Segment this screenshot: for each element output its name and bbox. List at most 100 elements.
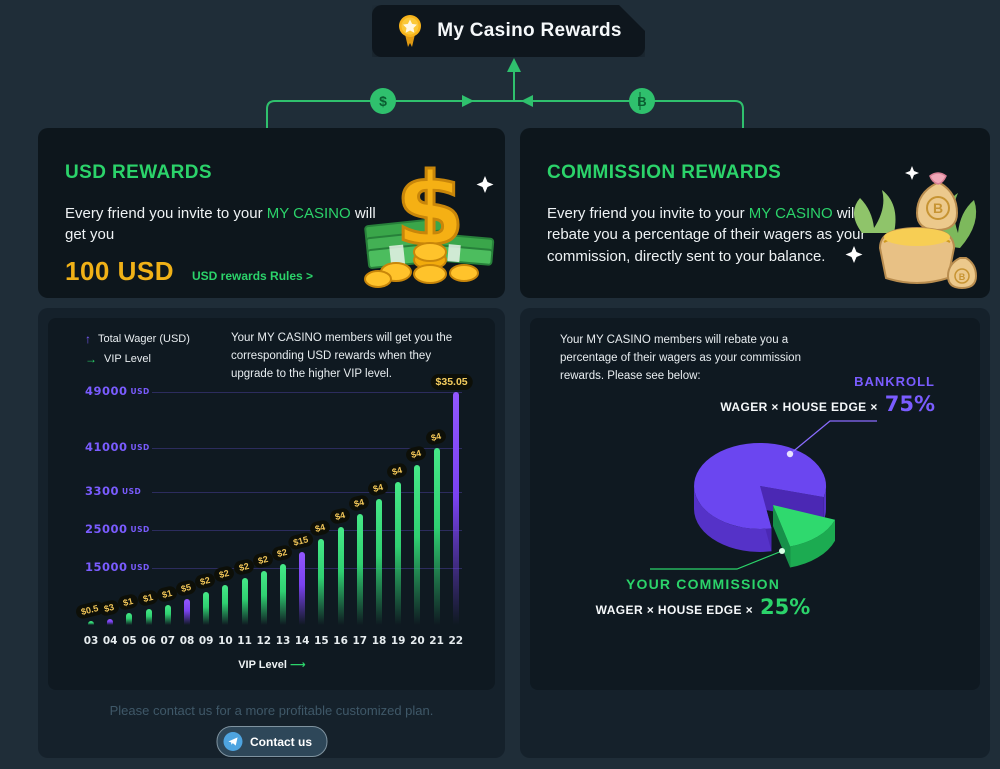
bar-value-label: $1: [116, 592, 140, 612]
bar: [452, 392, 459, 625]
x-tick: 05: [122, 635, 137, 647]
x-tick: 15: [314, 635, 329, 647]
brand-name: MY CASINO: [748, 205, 833, 222]
page-title: My Casino Rewards: [437, 20, 622, 41]
leaf-icon: [942, 193, 977, 248]
commission-callout: YOUR COMMISSION WAGER × HOUSE EDGE × 25%: [548, 576, 858, 619]
x-tick: 22: [448, 635, 464, 647]
gridline: [152, 492, 462, 493]
arrow-right-icon: [462, 95, 474, 107]
bankroll-percent: 75%: [884, 392, 935, 416]
coin-pot: [878, 227, 956, 284]
usd-rules-link[interactable]: USD rewards Rules >: [192, 269, 314, 283]
sparkle-icon: [905, 166, 919, 180]
bankroll-callout: BANKROLL WAGER × HOUSE EDGE × 75%: [720, 374, 935, 416]
bar: [145, 609, 152, 625]
bar-value-label: $4: [328, 506, 351, 526]
bar: [241, 578, 248, 625]
bar: [280, 564, 286, 625]
rewards-header: My Casino Rewards: [372, 5, 645, 57]
bar: [88, 621, 94, 625]
telegram-icon: [222, 732, 242, 751]
commission-rewards-card: COMMISSION REWARDS Every friend you invi…: [520, 128, 990, 298]
bar: [395, 482, 402, 625]
y-tick: 15000 USD: [85, 560, 150, 574]
y-tick: 25000 USD: [85, 522, 150, 536]
bar-value-label: $4: [366, 478, 390, 498]
commission-card-description: Every friend you invite to your MY CASIN…: [547, 203, 877, 267]
x-tick: 08: [179, 635, 195, 647]
upper-moneybag: B: [915, 172, 959, 232]
x-tick: 04: [102, 635, 118, 647]
bar: [337, 527, 344, 625]
bar-value-label: $35.05: [430, 374, 473, 390]
legend-label: VIP Level: [104, 353, 151, 365]
contact-button[interactable]: Contact us: [215, 726, 328, 757]
arrow-up-icon: [507, 58, 521, 72]
bar-value-label: $1: [155, 584, 179, 604]
x-tick: 10: [218, 635, 233, 647]
bar: [126, 613, 133, 625]
contact-note: Please contact us for a more profitable …: [109, 703, 434, 718]
x-axis-label: VIP Level ⟶: [238, 659, 306, 671]
bar: [376, 499, 382, 625]
y-tick: 41000 USD: [85, 440, 150, 454]
commission-label: YOUR COMMISSION: [625, 576, 781, 592]
svg-text:$: $: [379, 93, 387, 109]
bar: [299, 552, 306, 625]
contact-button-label: Contact us: [249, 734, 313, 749]
x-tick: 16: [333, 635, 348, 647]
bar: [414, 465, 421, 625]
x-tick: 21: [429, 635, 444, 647]
desc-text: will rebate you a percentage of their wa…: [547, 205, 866, 265]
pie-slice-commission: [773, 505, 835, 547]
bar: [260, 571, 267, 625]
x-tick: 09: [198, 635, 214, 647]
usd-rewards-card: USD REWARDS Every friend you invite to y…: [38, 128, 505, 298]
bar: [222, 585, 229, 625]
x-tick: 17: [352, 635, 368, 647]
usd-chart-card: ↑ Total Wager (USD) → VIP Level Your MY …: [38, 308, 505, 758]
arrow-left-icon: [521, 95, 533, 107]
x-tick: 12: [256, 635, 272, 647]
bar: [184, 599, 190, 625]
bar-value-label: $1: [136, 588, 159, 608]
gridline: [152, 530, 462, 531]
gridline: [152, 448, 462, 449]
commission-note: Your MY CASINO members will rebate you a…: [560, 334, 801, 382]
dollar-circle-icon: $: [370, 88, 396, 114]
x-tick: 13: [275, 635, 291, 647]
axis-arrow-icon: ⟶: [290, 659, 306, 671]
svg-text:B: B: [933, 200, 943, 216]
up-arrow-icon: ↑: [85, 332, 91, 346]
x-tick: 18: [371, 635, 387, 647]
x-tick: 14: [294, 635, 310, 647]
chart-note: Your MY CASINO members will get you the …: [231, 332, 453, 380]
commission-chart-card: Your MY CASINO members will rebate you a…: [520, 308, 990, 758]
bar: [433, 448, 440, 625]
desc-text: Every friend you invite to your: [65, 205, 267, 222]
sparkle-icon: [476, 176, 494, 193]
commission-card-title: COMMISSION REWARDS: [547, 162, 782, 183]
desc-text: Every friend you invite to your: [547, 205, 749, 222]
usd-card-description: Every friend you invite to your MY CASIN…: [65, 203, 377, 246]
y-tick: 49000 USD: [85, 384, 150, 398]
commission-percent: 25%: [760, 595, 811, 619]
pie-chart: [650, 420, 877, 570]
legend-total-wager: ↑ Total Wager (USD): [85, 332, 190, 346]
medal-icon: [395, 14, 425, 48]
bar: [356, 514, 363, 625]
commission-chart-panel: Your MY CASINO members will rebate you a…: [530, 318, 980, 690]
bar-value-label: $2: [251, 550, 275, 570]
bar-value-label: $4: [347, 493, 371, 513]
usd-chart-panel: ↑ Total Wager (USD) → VIP Level Your MY …: [48, 318, 495, 690]
bitcoin-circle-icon: B: [629, 88, 655, 114]
bar: [318, 539, 325, 625]
reward-amount: 100 USD: [65, 256, 174, 286]
svg-text:B: B: [959, 272, 966, 282]
bar-value-label: $4: [424, 427, 447, 447]
chart-legend: ↑ Total Wager (USD) → VIP Level: [85, 332, 190, 372]
brand-name: MY CASINO: [266, 205, 351, 222]
x-tick: 07: [160, 635, 176, 647]
bar-value-label: $4: [385, 461, 409, 481]
